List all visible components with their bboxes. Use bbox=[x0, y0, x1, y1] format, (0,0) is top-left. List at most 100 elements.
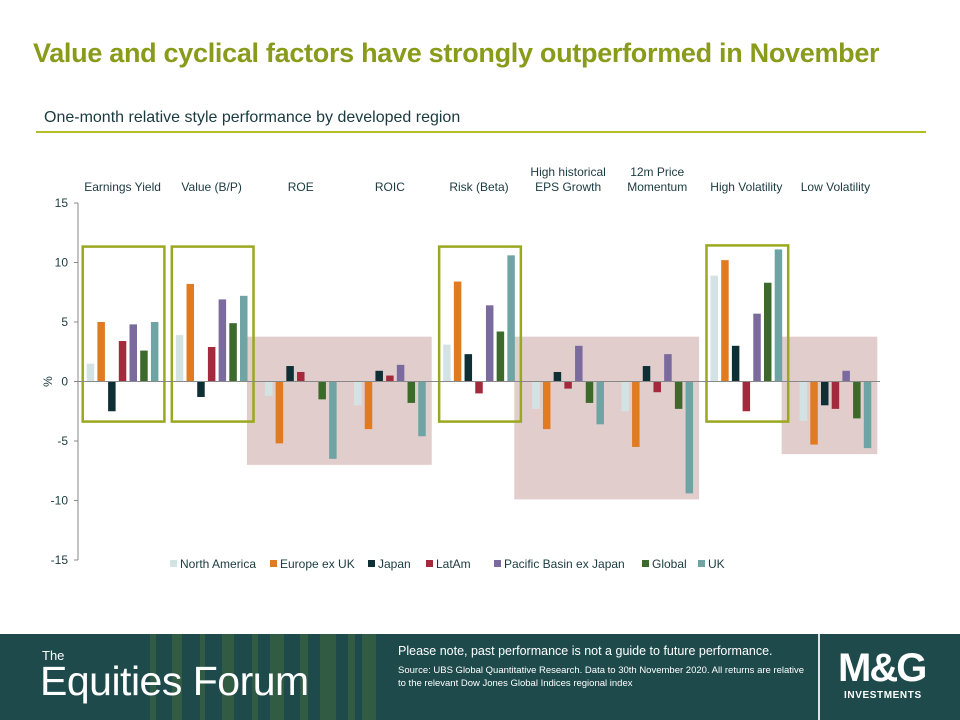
footer-divider bbox=[818, 634, 820, 720]
y-tick-label: 15 bbox=[55, 196, 69, 210]
bar bbox=[264, 381, 273, 396]
category-label: Low Volatility bbox=[801, 180, 870, 194]
category-label: High Volatility bbox=[710, 180, 782, 194]
bar bbox=[542, 381, 551, 430]
legend-label: LatAm bbox=[436, 557, 471, 571]
brand-name: Equities Forum bbox=[40, 658, 309, 704]
bar bbox=[218, 299, 227, 382]
source-text: Source: UBS Global Quantitative Research… bbox=[398, 665, 805, 689]
bar bbox=[564, 381, 572, 389]
logo-subtext: INVESTMENTS bbox=[844, 690, 922, 701]
legend-swatch bbox=[642, 560, 649, 567]
bar bbox=[863, 381, 872, 449]
footer: The Equities Forum Please note, past per… bbox=[0, 634, 960, 720]
bar bbox=[453, 281, 462, 382]
bar bbox=[485, 305, 494, 382]
bar bbox=[842, 370, 850, 382]
legend-swatch bbox=[368, 560, 375, 567]
bar bbox=[496, 331, 505, 382]
outperform-highlight-box bbox=[437, 245, 523, 423]
bar bbox=[742, 381, 751, 412]
bar bbox=[585, 381, 594, 403]
bar bbox=[175, 335, 184, 382]
category-label: EPS Growth bbox=[535, 180, 601, 194]
underperform-highlight-box bbox=[246, 336, 432, 465]
y-tick-label: 0 bbox=[61, 375, 68, 389]
legend-label: North America bbox=[180, 557, 256, 571]
category-label: High historical bbox=[530, 165, 605, 179]
outperform-highlight-box bbox=[705, 244, 790, 423]
bar bbox=[86, 363, 95, 382]
y-tick-label: 5 bbox=[61, 315, 68, 329]
bar bbox=[753, 313, 761, 382]
bar bbox=[129, 324, 138, 382]
y-axis-label: % bbox=[41, 376, 55, 387]
y-tick-label: -5 bbox=[57, 434, 68, 448]
bar bbox=[118, 341, 127, 382]
bar bbox=[286, 366, 294, 382]
bar bbox=[507, 255, 515, 382]
style-performance-chart: 15 10 5 0 -5 -10 -15% Earnings Yield Value (B/P)… bbox=[41, 165, 880, 571]
bar bbox=[375, 370, 383, 382]
brand-small-text: The bbox=[42, 648, 65, 663]
bar bbox=[329, 381, 337, 459]
bar bbox=[275, 381, 284, 444]
bar bbox=[418, 381, 426, 437]
bar bbox=[685, 381, 694, 494]
bar bbox=[354, 381, 362, 406]
category-label: Value (B/P) bbox=[181, 180, 241, 194]
y-tick-label: -15 bbox=[51, 553, 69, 567]
bar bbox=[820, 381, 829, 406]
category-label: Earnings Yield bbox=[84, 180, 161, 194]
legend-label: Global bbox=[652, 557, 687, 571]
bar bbox=[150, 322, 159, 382]
legend-swatch bbox=[698, 560, 705, 567]
category-label: Momentum bbox=[627, 180, 687, 194]
bar bbox=[108, 381, 116, 412]
bar bbox=[186, 283, 195, 382]
bar bbox=[774, 249, 783, 382]
category-label: Risk (Beta) bbox=[449, 180, 508, 194]
slide-subtitle: One-month relative style performance by … bbox=[44, 109, 461, 126]
bar bbox=[596, 381, 604, 425]
bar bbox=[710, 275, 718, 382]
category-label: ROE bbox=[288, 180, 314, 194]
bar bbox=[653, 381, 661, 393]
outperform-highlight-box bbox=[170, 245, 255, 423]
bar bbox=[731, 345, 740, 382]
bar bbox=[297, 371, 305, 382]
bar bbox=[664, 354, 672, 382]
bar bbox=[632, 381, 640, 447]
legend-swatch bbox=[426, 560, 433, 567]
bar bbox=[799, 381, 808, 421]
bar bbox=[443, 344, 451, 382]
bar bbox=[197, 381, 205, 397]
y-tick-label: 10 bbox=[55, 256, 69, 270]
bar bbox=[229, 323, 237, 382]
bar bbox=[831, 381, 840, 409]
bar bbox=[364, 381, 373, 430]
bar bbox=[318, 381, 326, 400]
bar bbox=[642, 366, 651, 382]
bar bbox=[575, 345, 583, 382]
legend-swatch bbox=[270, 560, 277, 567]
bar bbox=[763, 282, 772, 382]
outperform-highlight-box bbox=[81, 245, 166, 423]
bar bbox=[553, 371, 562, 382]
bar bbox=[386, 375, 394, 382]
legend-label: Pacific Basin ex Japan bbox=[504, 557, 625, 571]
bar bbox=[396, 364, 405, 382]
bar bbox=[464, 354, 473, 382]
logo-mark: M&G bbox=[838, 646, 927, 690]
bar bbox=[407, 381, 416, 403]
slide-title: Value and cyclical factors have strongly… bbox=[33, 38, 880, 68]
underperform-highlight-box bbox=[781, 336, 878, 455]
footer-brand: The Equities Forum bbox=[0, 634, 380, 720]
bar bbox=[475, 381, 483, 394]
legend-swatch bbox=[170, 560, 177, 567]
legend-label: Japan bbox=[378, 557, 411, 571]
bar bbox=[140, 350, 148, 382]
bar bbox=[207, 346, 216, 382]
legend-label: UK bbox=[708, 557, 725, 571]
category-label: 12m Price bbox=[630, 165, 684, 179]
